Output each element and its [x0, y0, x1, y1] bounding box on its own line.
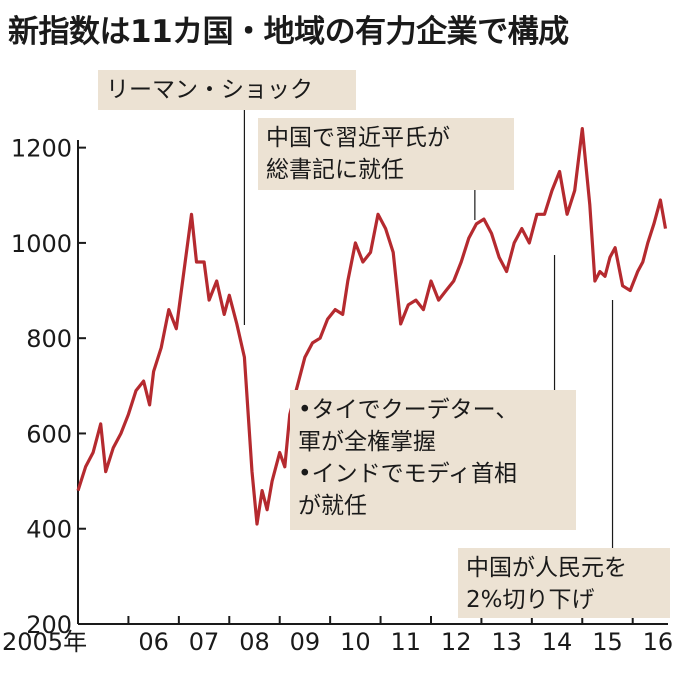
series-line — [76, 127, 668, 526]
x-tick-label: 07 — [189, 628, 220, 656]
x-tick-label: 09 — [290, 628, 321, 656]
annotation-text: 2%切り下げ — [466, 587, 595, 613]
y-tick-label: 400 — [26, 516, 72, 544]
annotation-text: •インドでモディ首相 — [298, 461, 517, 487]
annotation-box — [98, 70, 356, 110]
x-tick-label: 13 — [491, 628, 522, 656]
annotation-box — [458, 548, 670, 618]
x-tick-label: 2005年 — [2, 628, 87, 656]
x-tick-label: 15 — [592, 628, 623, 656]
annotation-text: リーマン・ショック — [106, 77, 313, 103]
annotation-text: 中国が人民元を — [466, 555, 627, 581]
annotation-text: 総書記に就任 — [266, 157, 404, 183]
x-tick-label: 06 — [138, 628, 169, 656]
x-tick-label: 16 — [643, 628, 674, 656]
annotation-text: •タイでクーデター、 — [298, 397, 518, 423]
annotation-text: 中国で習近平氏が — [266, 125, 450, 151]
y-tick-label: 600 — [26, 420, 72, 448]
annotation-text: が就任 — [298, 493, 367, 519]
x-tick-label: 08 — [239, 628, 270, 656]
annotation-text: 軍が全権掌握 — [298, 429, 436, 455]
x-tick-label: 14 — [542, 628, 573, 656]
y-tick-label: 200 — [26, 611, 72, 639]
y-tick-label: 800 — [26, 325, 72, 353]
y-tick-label: 1200 — [11, 135, 72, 163]
annotation-box — [290, 390, 576, 530]
annotation-box — [258, 118, 514, 190]
x-tick-label: 12 — [441, 628, 472, 656]
y-tick-label: 1000 — [11, 230, 72, 258]
x-tick-label: 10 — [340, 628, 371, 656]
chart-title: 新指数は11カ国・地域の有力企業で構成 — [8, 14, 569, 50]
x-tick-label: 11 — [391, 628, 422, 656]
